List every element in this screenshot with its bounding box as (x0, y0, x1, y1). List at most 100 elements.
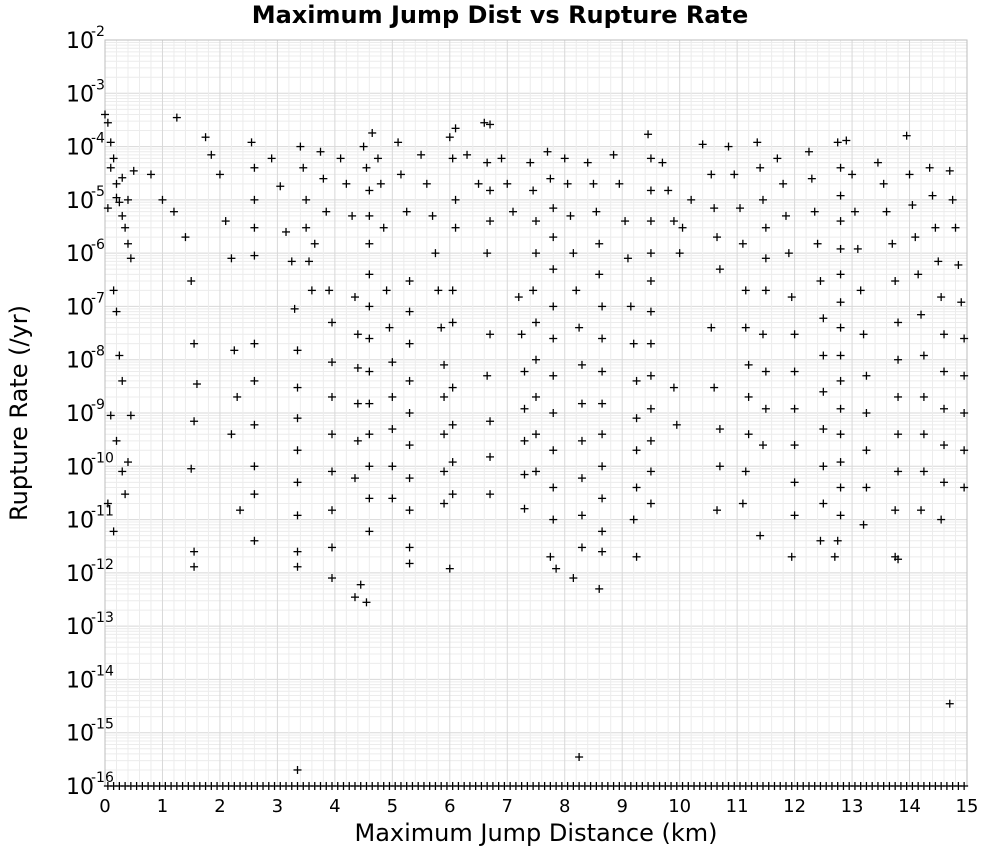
data-point (405, 441, 414, 450)
data-point (327, 318, 336, 327)
data-point (894, 318, 903, 327)
data-point (790, 330, 799, 339)
data-point (741, 323, 750, 332)
data-point (359, 142, 368, 151)
data-point (290, 304, 299, 313)
data-point (549, 265, 558, 274)
data-point (310, 239, 319, 248)
data-point (957, 298, 966, 307)
data-point (448, 318, 457, 327)
y-tick-exponent: -4 (91, 131, 105, 147)
data-point (646, 436, 655, 445)
data-point (830, 552, 839, 561)
data-point (247, 138, 256, 147)
data-point (836, 244, 845, 253)
data-point (520, 436, 529, 445)
data-point (917, 506, 926, 515)
y-tick-exponent: -3 (91, 77, 105, 93)
data-point (532, 318, 540, 327)
y-tick-exponent: -11 (91, 504, 114, 520)
data-point (445, 133, 454, 142)
data-point (250, 420, 259, 429)
data-point (672, 420, 681, 429)
data-point (646, 307, 655, 316)
data-point (919, 392, 928, 401)
data-point (552, 564, 561, 573)
data-point (327, 358, 336, 367)
x-tick-label: 6 (444, 796, 455, 817)
data-point (675, 249, 684, 258)
data-point (486, 452, 495, 461)
data-point (853, 244, 862, 253)
data-point (862, 409, 871, 417)
data-point (715, 425, 724, 434)
data-point (632, 446, 641, 455)
data-point (109, 527, 118, 536)
data-point (819, 425, 828, 434)
y-tick-label: 10 (66, 242, 94, 267)
data-point (646, 467, 655, 476)
data-point (758, 441, 767, 450)
data-point (431, 249, 440, 258)
data-point (902, 131, 911, 140)
data-point (362, 598, 371, 607)
data-point (787, 293, 796, 302)
data-point (126, 254, 135, 263)
data-point (293, 765, 302, 774)
data-point (405, 409, 414, 417)
data-point (327, 506, 336, 515)
data-point (365, 527, 374, 536)
data-point (549, 204, 558, 213)
data-point (937, 515, 946, 524)
data-point (405, 307, 414, 316)
data-point (532, 430, 540, 439)
data-point (448, 383, 457, 392)
data-point (405, 339, 414, 348)
x-tick-label: 10 (668, 796, 691, 817)
data-point (169, 207, 178, 216)
data-point (598, 547, 607, 556)
data-point (362, 163, 371, 172)
data-point (575, 323, 584, 332)
data-point (101, 110, 109, 119)
data-point (879, 179, 888, 188)
data-point (646, 371, 655, 380)
data-point (787, 552, 796, 561)
data-point (615, 179, 624, 188)
data-point (296, 142, 305, 151)
y-tick-exponent: -14 (91, 663, 114, 679)
x-tick-label: 7 (502, 796, 513, 817)
data-point (353, 436, 362, 445)
data-point (744, 430, 753, 439)
y-tick-label: 10 (66, 775, 94, 800)
data-point (810, 207, 819, 216)
data-point (293, 346, 302, 355)
data-point (836, 511, 845, 520)
data-point (577, 436, 586, 445)
y-tick-label: 10 (66, 402, 94, 427)
data-point (190, 562, 199, 571)
data-point (190, 547, 199, 556)
data-point (836, 430, 845, 439)
x-tick-label: 8 (559, 796, 570, 817)
data-point (914, 270, 923, 279)
data-point (388, 494, 397, 503)
data-point (123, 195, 132, 204)
data-point (741, 286, 750, 295)
data-point (598, 430, 607, 439)
data-point (575, 753, 584, 762)
data-point (118, 467, 127, 476)
data-point (405, 277, 414, 286)
data-point (327, 574, 336, 583)
x-tick-label: 12 (783, 796, 806, 817)
data-point (483, 371, 492, 380)
data-point (118, 376, 127, 385)
data-point (486, 186, 495, 195)
y-tick-exponent: -2 (91, 24, 105, 40)
data-point (187, 464, 196, 473)
data-point (118, 211, 127, 220)
y-tick-exponent: -9 (91, 397, 105, 413)
data-point (836, 458, 845, 467)
data-point (813, 239, 822, 248)
data-point (520, 404, 529, 413)
